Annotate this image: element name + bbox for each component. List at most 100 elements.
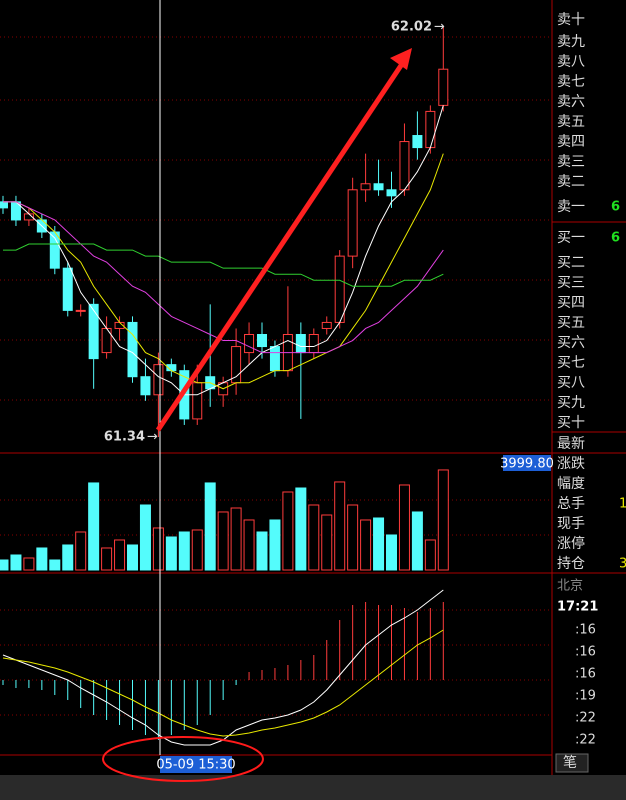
- ask-label: 卖二: [557, 174, 585, 190]
- volume-bar: [165, 536, 177, 571]
- candle-body: [412, 135, 423, 149]
- volume-bar: [114, 539, 126, 571]
- ask-label: 卖一: [557, 199, 585, 215]
- candle-body: [334, 255, 345, 323]
- tab-label[interactable]: 笔: [563, 755, 577, 771]
- volume-bar: [437, 469, 449, 571]
- volume-bar: [295, 487, 307, 571]
- moving-average: [3, 153, 444, 390]
- candle-body: [438, 68, 449, 106]
- volume-bar: [0, 559, 9, 571]
- candle-body: [0, 201, 8, 209]
- volume-bar: [360, 519, 372, 571]
- volume-bar: [334, 481, 346, 571]
- volume-bar: [10, 554, 22, 571]
- volume-label-bg: [503, 455, 551, 471]
- ask-label: 卖七: [557, 74, 585, 90]
- arrow-head: [390, 48, 412, 70]
- quote-label: 总手: [557, 496, 585, 512]
- candle-body: [127, 321, 138, 378]
- volume-bar: [347, 504, 359, 571]
- bid-label: 买三: [557, 275, 585, 291]
- moving-average: [3, 105, 444, 396]
- time-label-bg: [160, 756, 232, 773]
- quote-label: 现手: [557, 516, 585, 532]
- ask1-price: 6: [611, 200, 620, 215]
- candle-body: [75, 309, 86, 312]
- quote-label: 最新: [557, 436, 585, 452]
- ask-label: 卖四: [557, 134, 585, 150]
- bid-label: 买十: [557, 415, 585, 431]
- volume-scale-label: 3999.80: [500, 457, 554, 472]
- volume-bar: [178, 531, 190, 571]
- cursor-time: 05-09 15:30: [156, 758, 235, 773]
- candle-body: [153, 364, 164, 396]
- candle-body: [257, 334, 267, 348]
- candle-body: [192, 382, 203, 420]
- volume-bar: [308, 504, 320, 571]
- bid-label: 买八: [557, 375, 585, 391]
- candle-body: [321, 321, 332, 329]
- total-hands: 1: [619, 497, 626, 512]
- candle-body: [62, 267, 73, 311]
- volume-bar: [101, 547, 113, 571]
- candle-body: [373, 183, 384, 191]
- tick-time: :16: [575, 623, 596, 638]
- quote-label: 持仓: [557, 556, 585, 572]
- highlight-ellipse: [102, 736, 264, 782]
- low-label: 61.34: [104, 430, 145, 445]
- bid-label: 买四: [557, 295, 585, 311]
- volume-bar: [36, 547, 48, 571]
- volume-bar: [23, 557, 35, 571]
- candle-body: [425, 110, 436, 149]
- ask-label: 卖三: [557, 154, 585, 170]
- volume-bar: [373, 517, 385, 571]
- tick-time: :22: [575, 711, 596, 726]
- candle-body: [347, 189, 358, 257]
- volume-bar: [256, 531, 268, 571]
- volume-bar: [230, 507, 242, 571]
- place: 北京: [557, 579, 583, 594]
- ask-label: 卖五: [557, 114, 585, 130]
- candle-body: [244, 334, 255, 354]
- moving-average: [3, 201, 444, 354]
- low-arrow: →: [147, 430, 158, 445]
- volume-bar: [75, 531, 87, 571]
- quote-label: 涨停: [557, 535, 585, 552]
- candle-body: [399, 141, 410, 191]
- trend-arrow: [155, 62, 405, 432]
- tab[interactable]: [555, 753, 589, 773]
- volume-bar: [88, 482, 100, 571]
- bid-label: 买六: [557, 335, 585, 351]
- dea-line: [2, 629, 444, 737]
- bid-label: 买二: [557, 255, 585, 271]
- candle-body: [308, 334, 319, 354]
- ask-label: 卖十: [557, 12, 585, 28]
- tick-time: :19: [575, 689, 596, 704]
- volume-bar: [424, 539, 436, 571]
- volume-bar: [386, 534, 397, 571]
- quote-label: 幅度: [557, 476, 585, 492]
- quote-label: 涨跌: [557, 456, 585, 472]
- candle-body: [360, 183, 371, 191]
- ask-label: 卖六: [557, 94, 585, 110]
- volume-bar: [217, 511, 229, 571]
- position: 3: [619, 557, 626, 572]
- bid1-price: 6: [611, 231, 620, 246]
- volume-bar: [282, 491, 294, 571]
- volume-bar: [152, 527, 164, 571]
- volume-bar: [269, 519, 281, 571]
- bid-label: 买七: [557, 355, 585, 371]
- volume-bar: [49, 559, 61, 571]
- moving-average: [3, 243, 444, 287]
- candle-body: [295, 334, 306, 354]
- volume-bar: [191, 529, 203, 571]
- tick-time: :16: [575, 667, 596, 682]
- tick-time: :22: [575, 733, 596, 748]
- volume-bar: [243, 519, 255, 571]
- bid-label: 买九: [557, 395, 585, 411]
- ask-label: 卖八: [557, 54, 585, 70]
- volume-bar: [321, 514, 333, 571]
